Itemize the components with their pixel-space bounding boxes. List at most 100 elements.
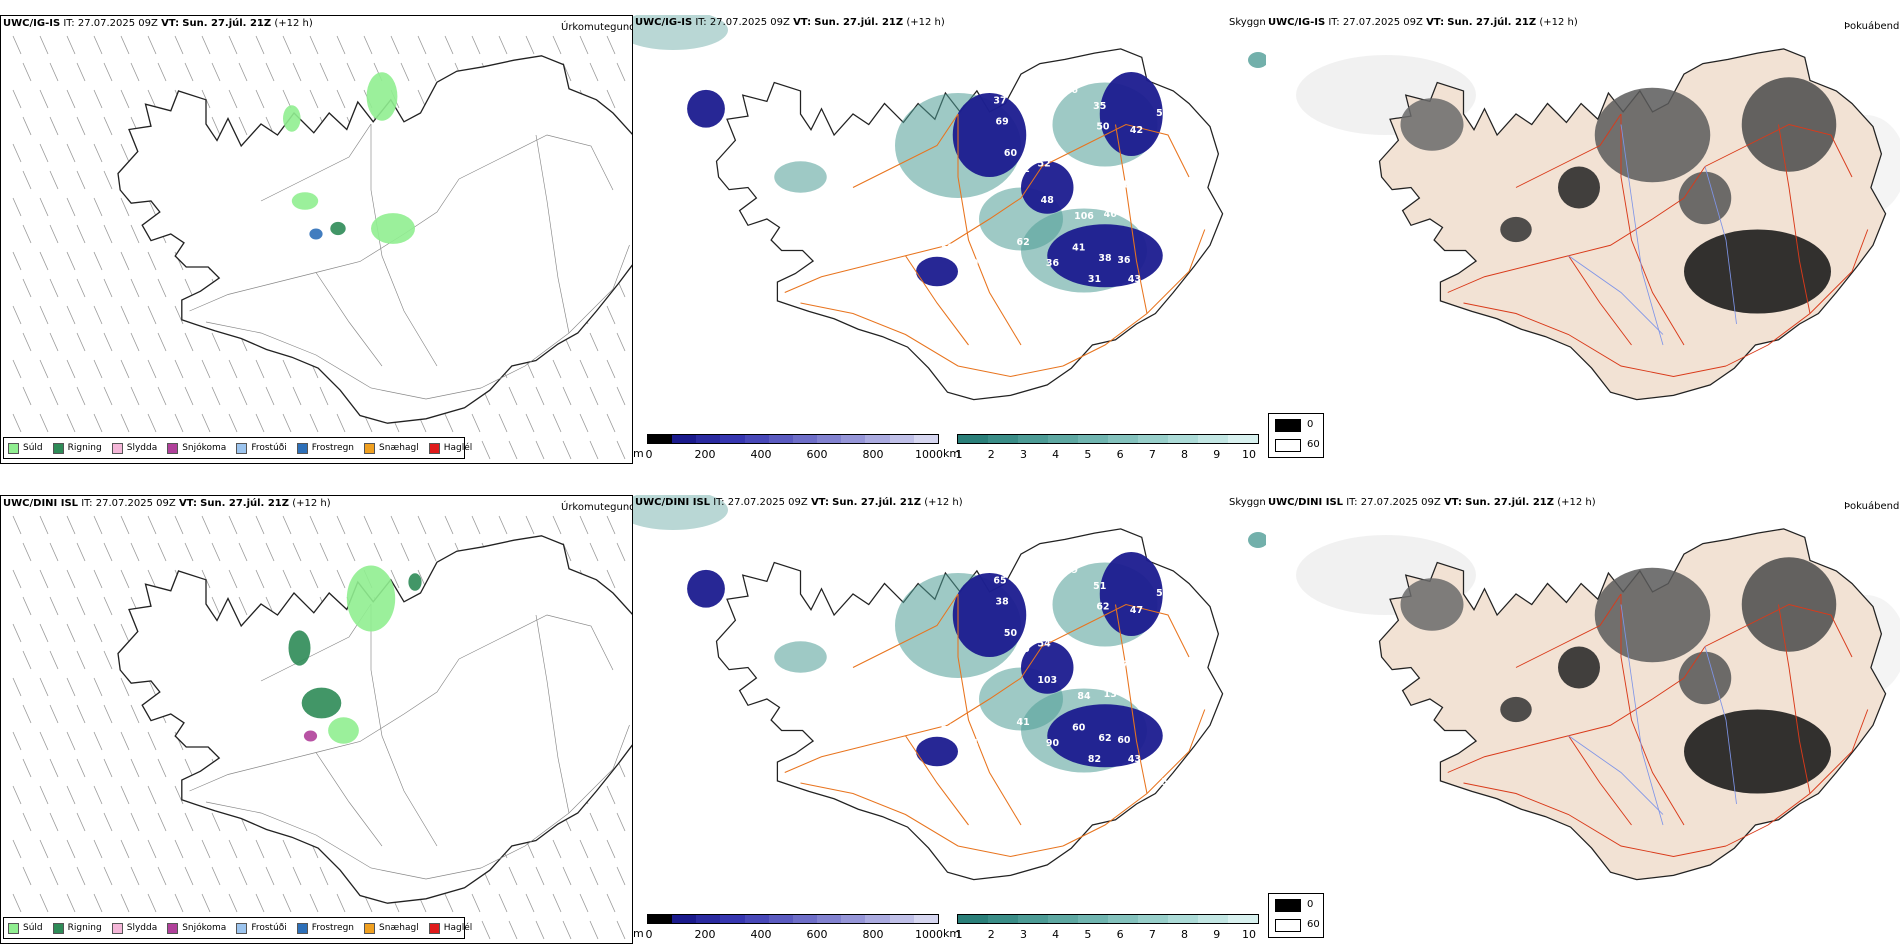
wind-barb	[39, 623, 49, 643]
it-label: IT:	[81, 498, 93, 509]
wind-barb	[120, 623, 130, 643]
wind-barb	[22, 332, 32, 352]
wind-barb	[255, 515, 265, 535]
colorbar-segment	[1228, 435, 1258, 443]
cloud-base-label: 36	[1117, 255, 1131, 266]
legend-swatch	[236, 442, 248, 454]
wind-barb	[12, 569, 22, 589]
wind-barb	[147, 731, 157, 751]
legend-label: Frostregn	[311, 923, 355, 933]
wind-barb	[336, 515, 346, 535]
wind-barb	[130, 758, 140, 778]
wind-barb	[606, 359, 616, 379]
wind-barb	[282, 515, 292, 535]
it-value: 27.07.2025 09Z	[709, 17, 790, 28]
fog-panel-bottom: UWC/DINI ISL IT: 27.07.2025 09Z VT: Sun.…	[1266, 495, 1900, 944]
wind-barb	[363, 515, 373, 535]
wind-barb	[255, 569, 265, 589]
wind-barb	[93, 197, 103, 217]
cloud-base-label: 52	[1038, 159, 1051, 170]
panel-header: UWC/IG-IS IT: 27.07.2025 09Z VT: Sun. 27…	[3, 18, 313, 29]
cloud-base-label: 54	[1038, 639, 1052, 650]
wind-barb	[22, 224, 32, 244]
wind-barb	[12, 731, 22, 751]
wind-barb	[39, 785, 49, 805]
low-visibility-area	[774, 641, 827, 673]
legend-swatch	[296, 442, 308, 454]
iceland-coastline	[117, 55, 632, 424]
colorbar-segment	[913, 435, 938, 443]
road-line	[1114, 124, 1148, 314]
cloud-base-label: 65	[993, 576, 1006, 587]
cloud-base-label: 71	[1017, 164, 1030, 175]
wind-barb	[130, 866, 140, 886]
cloud-base-label: 50	[1096, 122, 1110, 133]
colorbar-tick: 800	[862, 448, 884, 461]
wind-barb	[282, 89, 292, 109]
wind-barb	[93, 623, 103, 643]
wind-barb	[39, 839, 49, 859]
wind-barb	[606, 305, 616, 325]
cloud-base-label: 46	[1104, 209, 1118, 220]
wind-barb	[481, 440, 491, 460]
fog-legend-label: 0	[1307, 419, 1314, 430]
road-line	[905, 735, 969, 826]
precip-map[interactable]	[1, 496, 633, 944]
wind-barb	[201, 35, 211, 55]
wind-barb	[282, 413, 292, 433]
wind-barb	[66, 89, 76, 109]
road-line	[315, 272, 383, 367]
precip-map[interactable]	[1, 16, 633, 464]
colorbar-segment	[744, 915, 769, 923]
road-line	[1062, 709, 1206, 847]
colorbar-segment	[672, 915, 697, 923]
wind-barb	[49, 812, 59, 832]
wind-barb	[12, 413, 22, 433]
wind-barb	[336, 35, 346, 55]
fog-legend-label: 60	[1307, 919, 1320, 930]
legend-item: Slydda	[111, 442, 157, 454]
wind-barb	[471, 893, 481, 913]
wind-barb	[589, 812, 599, 832]
fog-map[interactable]	[1266, 495, 1900, 944]
cloud-base-label: 50	[1017, 644, 1031, 655]
fog-area	[1678, 171, 1732, 225]
low-visibility-area	[1248, 532, 1266, 548]
legend-item: Snæhagl	[364, 922, 419, 934]
cloud-base-label: 106	[1074, 211, 1094, 222]
wind-barb	[120, 515, 130, 535]
wind-barb	[147, 89, 157, 109]
wind-barb	[427, 542, 437, 562]
wind-barb	[417, 35, 427, 55]
wind-barb	[39, 677, 49, 697]
wind-barb	[228, 359, 238, 379]
wind-barb	[49, 866, 59, 886]
fog-map[interactable]	[1266, 15, 1900, 464]
fog-legend-label: 0	[1307, 899, 1314, 910]
road-line	[370, 124, 438, 367]
wind-barb	[255, 413, 265, 433]
wind-barb	[130, 332, 140, 352]
colorbar-tick: 200	[694, 448, 716, 461]
wind-barb	[93, 839, 103, 859]
cloud-base-label: 34	[965, 738, 979, 749]
wind-barb	[498, 893, 508, 913]
wind-barb	[184, 278, 194, 298]
cloud-base-label: 62	[1017, 237, 1030, 248]
it-value: 27.07.2025 09Z	[95, 498, 176, 509]
wind-barb	[535, 386, 545, 406]
legend-swatch	[8, 922, 19, 934]
wind-barb	[39, 569, 49, 589]
wind-barb	[22, 62, 32, 82]
colorbar-tick: 1	[955, 448, 963, 461]
wind-barb	[201, 89, 211, 109]
fog-area	[1500, 216, 1532, 243]
wind-barb	[12, 89, 22, 109]
road-line	[1114, 604, 1148, 794]
vt-value: Sun. 27.júl. 21Z	[182, 18, 272, 29]
wind-barb	[93, 35, 103, 55]
colorbar-strip	[957, 434, 1259, 444]
wind-barb	[22, 650, 32, 670]
